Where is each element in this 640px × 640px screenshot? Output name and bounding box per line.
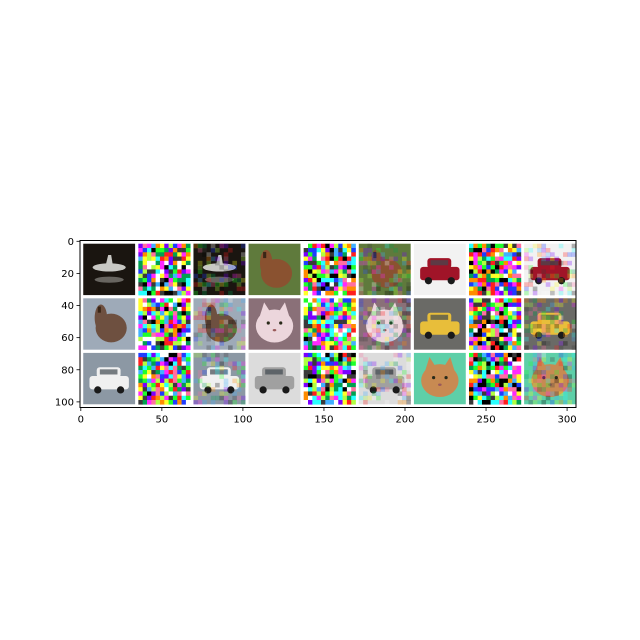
tile-adversarial-r0-c2 (193, 243, 246, 296)
tile-clean-r1-c6 (413, 298, 466, 350)
tile-clean-r0-c3 (248, 243, 301, 296)
y-tick-label: 20 (61, 269, 74, 280)
tile-noise-r1-c7 (469, 298, 522, 350)
axes-frame (79, 240, 577, 408)
tile-noise-r0-c1 (138, 243, 191, 296)
x-tick-label: 150 (314, 415, 333, 426)
tile-adversarial-r0-c8 (524, 243, 577, 296)
tile-clean-r0-c0 (83, 243, 136, 296)
y-axis: 0 20 40 60 80 100 (55, 237, 80, 408)
x-tick-label: 0 (78, 415, 84, 426)
y-tick-label: 100 (55, 397, 74, 408)
tile-adversarial-r1-c5 (358, 298, 411, 350)
x-tick-label: 300 (558, 415, 577, 426)
x-axis: 0 50 100 150 200 250 300 (78, 407, 577, 426)
tile-adversarial-r1-c8 (524, 298, 577, 350)
tile-noise-r2-c4 (303, 352, 356, 405)
y-tick-label: 60 (61, 333, 74, 344)
tile-noise-r2-c7 (469, 352, 522, 405)
tile-clean-r1-c3 (248, 298, 301, 350)
y-tick-label: 40 (61, 301, 74, 312)
tile-clean-r2-c0 (83, 352, 136, 405)
tile-noise-r2-c1 (138, 352, 191, 405)
y-tick-label: 80 (61, 365, 74, 376)
tile-noise-r0-c7 (469, 243, 522, 296)
tile-adversarial-r0-c5 (358, 243, 411, 296)
tile-adversarial-r2-c5 (358, 352, 411, 405)
x-tick-label: 50 (155, 415, 168, 426)
tile-clean-r2-c6 (413, 352, 466, 405)
x-tick-label: 100 (233, 415, 252, 426)
tile-noise-r1-c1 (138, 298, 191, 350)
tile-adversarial-r2-c8 (524, 352, 577, 405)
tile-adversarial-r2-c2 (193, 352, 246, 405)
tile-noise-r0-c4 (303, 243, 356, 296)
plot-area (80, 240, 577, 408)
x-tick-label: 250 (476, 415, 495, 426)
y-tick-label: 0 (68, 237, 74, 248)
tile-clean-r2-c3 (248, 352, 301, 405)
x-tick-label: 200 (395, 415, 414, 426)
tile-clean-r1-c0 (83, 298, 136, 350)
tile-adversarial-r1-c2 (193, 298, 246, 350)
tile-clean-r0-c6 (413, 243, 466, 296)
tile-noise-r1-c4 (303, 298, 356, 350)
